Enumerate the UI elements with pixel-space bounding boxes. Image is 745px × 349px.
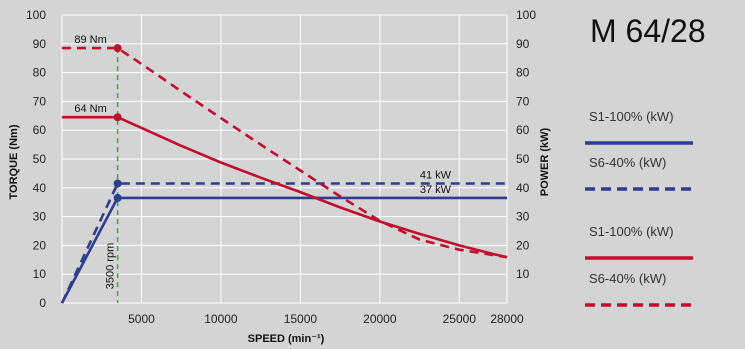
x-tick-label: 5000 bbox=[128, 312, 155, 326]
legend: S1-100% (kW) S6-40% (kW) S1-100% (kW) S6-40… bbox=[585, 109, 693, 307]
left-tick-label: 70 bbox=[33, 94, 47, 108]
annotations: 89 Nm 64 Nm 41 kW 37 kW 3500 rpm bbox=[74, 34, 451, 289]
left-tick-label: 0 bbox=[39, 296, 46, 310]
left-tick-label: 60 bbox=[33, 123, 47, 137]
x-axis-title: SPEED (min⁻¹) bbox=[248, 333, 325, 345]
x-tick-label: 20000 bbox=[363, 312, 397, 326]
value-annotation: 37 kW bbox=[420, 184, 452, 196]
right-tick-label: 40 bbox=[516, 181, 530, 195]
legend-label: S1-100% (kW) bbox=[589, 224, 674, 239]
grid bbox=[61, 14, 508, 304]
marker-point bbox=[113, 44, 122, 53]
right-tick-label: 100 bbox=[516, 8, 536, 22]
model-title: M 64/28 bbox=[590, 13, 706, 49]
value-annotation: 89 Nm bbox=[74, 34, 106, 46]
left-tick-labels: 0 10 20 30 40 50 60 70 80 90 100 bbox=[26, 8, 46, 310]
series-line-1 bbox=[60, 182, 507, 304]
left-tick-label: 30 bbox=[33, 210, 47, 224]
legend-label: S1-100% (kW) bbox=[589, 109, 674, 124]
left-tick-label: 10 bbox=[33, 267, 47, 281]
right-tick-label: 30 bbox=[516, 210, 530, 224]
right-axis-title: POWER (kW) bbox=[539, 127, 551, 196]
right-tick-label: 10 bbox=[516, 267, 530, 281]
x-tick-labels: 5000 10000 15000 20000 25000 28000 bbox=[128, 312, 524, 326]
value-annotation: 64 Nm bbox=[74, 103, 106, 115]
right-tick-label: 80 bbox=[516, 66, 530, 80]
right-tick-label: 60 bbox=[516, 123, 530, 137]
left-tick-label: 80 bbox=[33, 66, 47, 80]
x-tick-label: 15000 bbox=[284, 312, 318, 326]
left-tick-label: 40 bbox=[33, 181, 47, 195]
left-axis-title: TORQUE (Nm) bbox=[8, 124, 20, 199]
x-tick-label: 10000 bbox=[204, 312, 238, 326]
marker-point bbox=[113, 179, 122, 188]
legend-label: S6-40% (kW) bbox=[589, 271, 666, 286]
legend-label: S6-40% (kW) bbox=[589, 155, 666, 170]
right-tick-label: 90 bbox=[516, 37, 530, 51]
value-annotation: 41 kW bbox=[420, 169, 452, 181]
right-tick-labels: 10 20 30 40 50 60 70 80 90 100 bbox=[516, 8, 536, 281]
right-tick-label: 50 bbox=[516, 152, 530, 166]
right-tick-label: 20 bbox=[516, 238, 530, 252]
left-tick-label: 20 bbox=[33, 238, 47, 252]
marker-point bbox=[113, 193, 122, 202]
marker-points bbox=[113, 44, 122, 202]
left-tick-label: 50 bbox=[33, 152, 47, 166]
marker-point bbox=[113, 113, 122, 122]
right-tick-label: 70 bbox=[516, 94, 530, 108]
series-line-2 bbox=[62, 115, 508, 259]
rpm-annotation: 3500 rpm bbox=[105, 243, 117, 289]
x-tick-label: 25000 bbox=[443, 312, 477, 326]
left-tick-label: 90 bbox=[33, 37, 47, 51]
x-tick-label: 28000 bbox=[490, 312, 524, 326]
left-tick-label: 100 bbox=[26, 8, 46, 22]
series-line-3 bbox=[62, 46, 508, 259]
